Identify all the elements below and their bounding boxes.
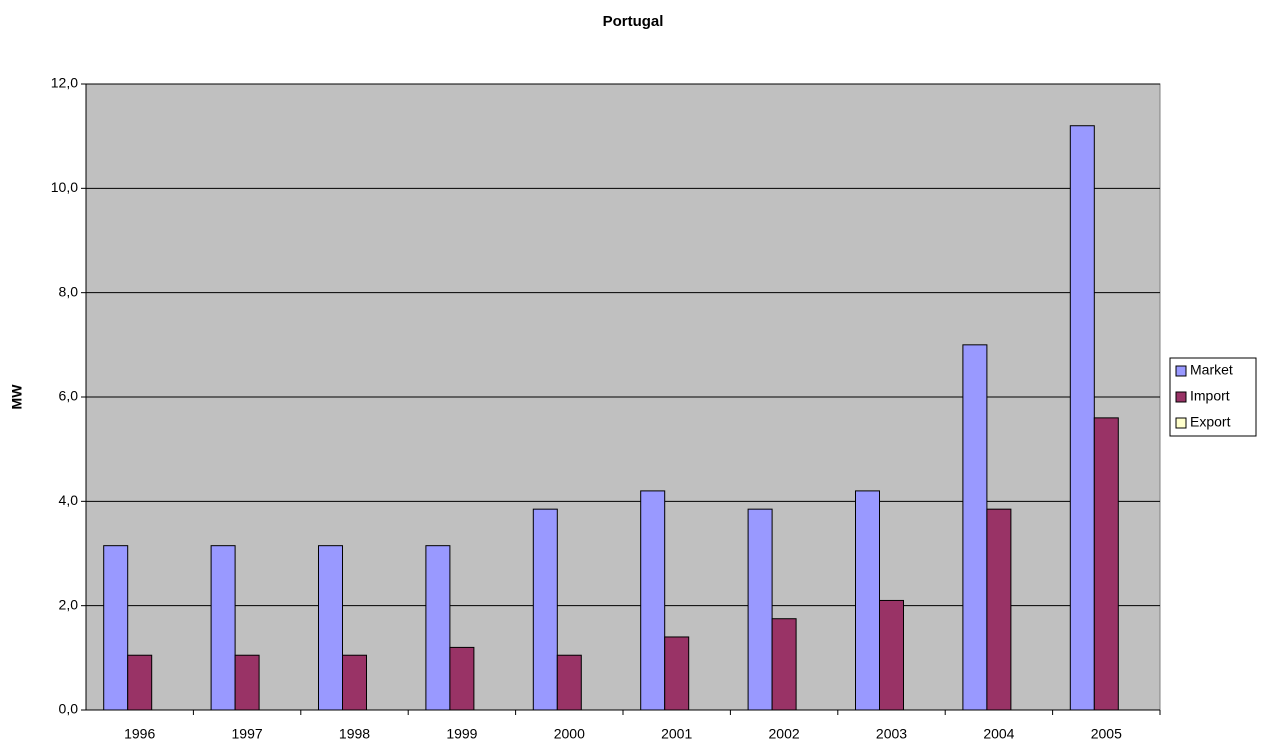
bar — [449, 646, 475, 711]
bar — [127, 654, 153, 711]
legend-label: Export — [1190, 414, 1231, 430]
y-tick-label: 8,0 — [59, 283, 79, 299]
bar — [664, 636, 690, 711]
y-tick-label: 10,0 — [51, 179, 78, 195]
bar — [771, 618, 797, 711]
legend-swatch — [1175, 391, 1187, 403]
bar — [342, 654, 367, 711]
x-tick-label: 1998 — [339, 726, 370, 742]
bar — [879, 599, 904, 711]
legend-label: Import — [1190, 388, 1230, 404]
x-tick-label: 1999 — [446, 726, 477, 742]
bar — [556, 654, 582, 711]
bar — [1093, 417, 1119, 711]
y-tick-label: 4,0 — [59, 492, 79, 508]
legend-label: Market — [1190, 362, 1233, 378]
x-tick-label: 2003 — [876, 726, 907, 742]
y-tick-label: 6,0 — [59, 388, 79, 404]
x-tick-label: 2005 — [1091, 726, 1122, 742]
legend-swatch — [1175, 365, 1187, 377]
bar — [318, 545, 343, 711]
bar — [855, 490, 880, 711]
y-axis-label: MW — [9, 384, 25, 410]
bar — [210, 545, 236, 711]
y-tick-label: 2,0 — [59, 596, 79, 612]
x-tick-label: 1997 — [232, 726, 263, 742]
bar — [747, 508, 773, 711]
y-tick-label: 0,0 — [59, 701, 79, 717]
bar — [532, 508, 558, 711]
x-tick-label: 1996 — [124, 726, 155, 742]
bar — [234, 654, 260, 711]
legend-swatch — [1175, 417, 1187, 429]
bar — [425, 545, 451, 711]
bar — [1069, 125, 1095, 711]
y-tick-label: 12,0 — [51, 75, 78, 91]
bar — [103, 545, 129, 711]
chart-title: Portugal — [603, 13, 664, 30]
x-tick-label: 2001 — [661, 726, 692, 742]
bar — [986, 508, 1012, 711]
x-tick-label: 2002 — [769, 726, 800, 742]
x-tick-label: 2000 — [554, 726, 585, 742]
x-tick-label: 2004 — [983, 726, 1014, 742]
bar — [962, 344, 988, 711]
bar — [640, 490, 666, 711]
